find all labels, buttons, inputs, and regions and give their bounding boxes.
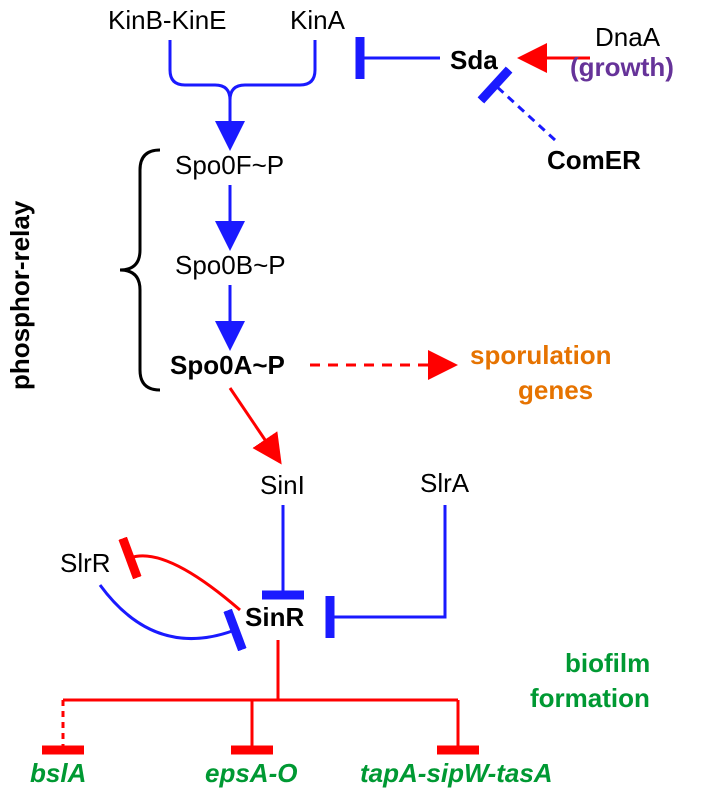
- label-bslA: bslA: [30, 758, 86, 789]
- label-phosphor-relay: phosphor-relay: [5, 201, 36, 390]
- label-kinBE: KinB-KinE: [108, 5, 227, 36]
- label-dnaA: DnaA: [595, 22, 660, 53]
- label-biofilm2: formation: [530, 683, 650, 714]
- label-sinR: SinR: [245, 602, 304, 633]
- label-slrR: SlrR: [60, 548, 111, 579]
- label-slrA: SlrA: [420, 468, 469, 499]
- label-kinA: KinA: [290, 5, 345, 36]
- label-tapA: tapA-sipW-tasA: [360, 758, 553, 789]
- label-biofilm1: biofilm: [565, 648, 650, 679]
- label-spo0A: Spo0A~P: [170, 350, 285, 381]
- label-spo0B: Spo0B~P: [175, 250, 286, 281]
- label-sporulation1: sporulation: [470, 340, 612, 371]
- label-sporulation2: genes: [518, 375, 593, 406]
- label-epsAO: epsA-O: [205, 758, 297, 789]
- label-spo0F: Spo0F~P: [175, 150, 284, 181]
- label-sda: Sda: [450, 45, 498, 76]
- label-sinI: SinI: [260, 470, 305, 501]
- label-growth: (growth): [570, 52, 674, 83]
- label-comER: ComER: [547, 145, 641, 176]
